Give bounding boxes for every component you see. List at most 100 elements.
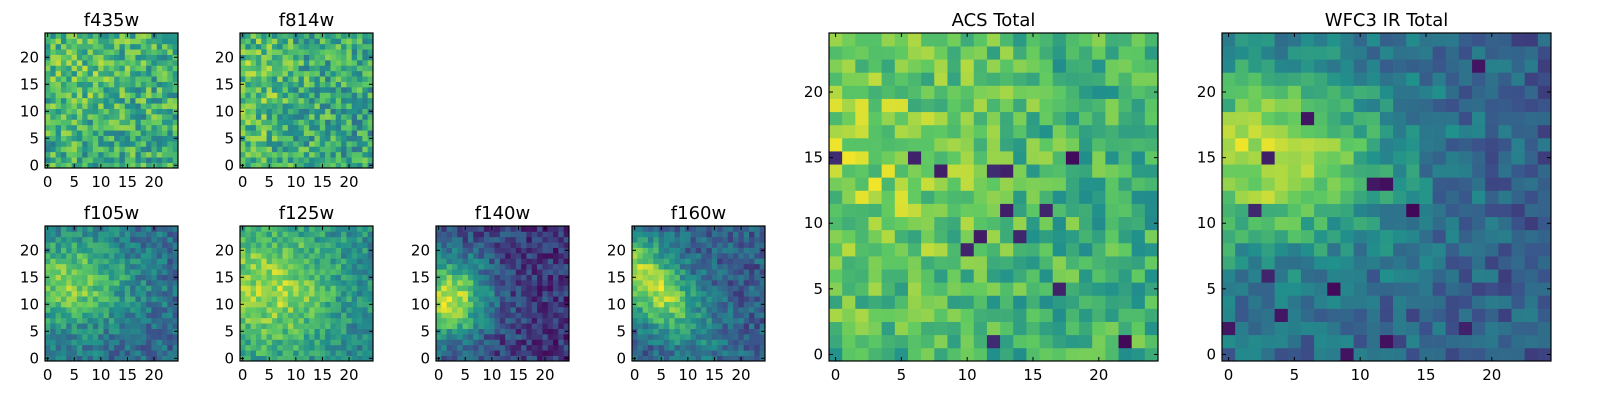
heatmap-cell [282,355,289,362]
heatmap-cell [135,317,142,324]
heatmap-cell [1144,59,1159,73]
heatmap-cell [146,339,152,346]
heatmap-cell [325,38,331,45]
heatmap-cell [727,258,734,265]
heatmap-cell [255,162,262,169]
heatmap-cell [50,280,56,286]
heatmap-cell [499,317,506,324]
heatmap-cell [1000,242,1014,257]
heatmap-cell [261,328,267,335]
heatmap-cell [1092,124,1106,139]
heatmap-cell [103,274,110,281]
heatmap-cell [309,60,315,66]
heatmap-cell [674,307,681,313]
heatmap-cell [119,108,126,115]
heatmap-cell [1079,282,1093,296]
heatmap-cell [245,87,251,93]
heatmap-cell [162,87,168,93]
heatmap-cell [489,307,495,313]
heatmap-cell [1261,216,1275,231]
heatmap-cell [1472,282,1486,296]
heatmap-cell [146,43,152,50]
heatmap-cell [701,339,707,346]
y-tick-label: 15 [804,149,823,167]
heatmap-cell [1026,269,1040,283]
heatmap-cell [947,321,961,336]
heatmap-cell [1235,295,1249,309]
heatmap-cell [66,124,72,131]
heatmap-cell [473,258,479,265]
heatmap-cell [921,111,935,126]
heatmap-cell [314,247,321,254]
heatmap-cell [245,157,251,163]
heatmap-cell [1261,256,1275,270]
heatmap-cell [240,151,246,158]
heatmap-cell [314,290,321,297]
heatmap-cell [261,242,267,248]
heatmap-cell [45,269,51,275]
heatmap-cell [690,253,697,259]
heatmap-cell [266,263,273,270]
heatmap-cell [1000,111,1014,126]
heatmap-cell [647,350,654,356]
heatmap-cell [1013,164,1027,178]
heatmap-cell [653,280,659,286]
heatmap-cell [119,124,126,131]
heatmap-cell [499,328,506,335]
heatmap-cell [663,323,670,329]
heatmap-cell [1445,229,1460,244]
heatmap-cell [151,247,158,254]
heatmap-cell [98,253,104,259]
heatmap-cell [1393,334,1407,349]
heatmap-cell [60,119,67,126]
heatmap-cell [1287,190,1302,204]
heatmap-cell [309,81,315,88]
heatmap-cell [45,141,51,147]
heatmap-cell [250,97,257,104]
heatmap-cell [287,141,294,147]
heatmap-cell [960,190,975,204]
heatmap-cell [695,226,702,232]
y-tick-label: 15 [20,268,39,286]
heatmap-cell [499,355,506,362]
heatmap-cell [146,65,152,72]
heatmap-cell [250,114,257,120]
heatmap-cell [50,226,56,232]
heatmap-cell [103,258,110,265]
heatmap-cell [531,280,538,286]
heatmap-cell [309,355,315,362]
heatmap-cell [1445,203,1460,218]
heatmap-cell [701,344,707,351]
heatmap-cell [103,162,110,169]
heatmap-cell [124,274,131,281]
heatmap-cell [1052,46,1067,60]
heatmap-cell [695,307,702,313]
heatmap-cell [309,323,315,329]
heatmap-cell [156,103,163,109]
heatmap-cell [1118,124,1133,139]
heatmap-cell [119,38,126,45]
heatmap-cell [87,247,94,254]
heatmap-cell [261,296,267,302]
y-tick-label: 0 [224,156,234,174]
heatmap-cell [314,38,321,45]
heatmap-cell [167,236,174,243]
heatmap-cell [66,70,72,77]
heatmap-cell [124,290,131,297]
heatmap-cell [119,247,126,254]
heatmap-cell [1235,151,1249,165]
heatmap-cell [1026,46,1040,60]
heatmap-cell [749,344,755,351]
heatmap-cell [330,114,337,120]
heatmap-cell [277,60,283,66]
heatmap-cell [351,334,358,340]
heatmap-cell [473,274,479,281]
heatmap-cell [1274,164,1289,178]
heatmap-cell [271,103,278,109]
heatmap-cell [738,323,745,329]
heatmap-cell [1366,321,1381,336]
heatmap-cell [330,350,337,356]
heatmap-cell [130,247,136,254]
heatmap-cell [140,49,147,55]
heatmap-cell [669,290,675,297]
